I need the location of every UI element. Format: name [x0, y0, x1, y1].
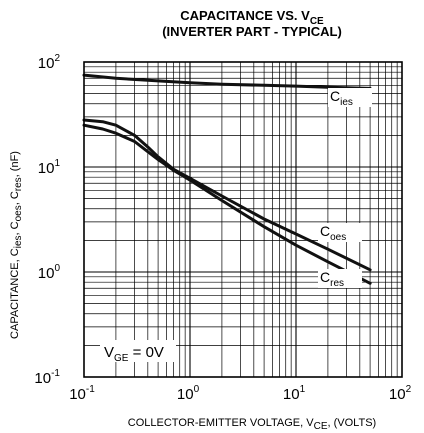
series-label-subscript: res	[330, 278, 344, 289]
annotation-prefix: V	[104, 344, 114, 361]
y-tick-base: 10	[38, 55, 55, 72]
series-label-coes: Coes	[320, 223, 346, 243]
y-tick-base: 10	[38, 265, 55, 282]
annotation-suffix: = 0V	[128, 344, 163, 361]
y-tick-label: 101	[38, 158, 61, 177]
series-line-cies	[82, 73, 372, 90]
y-axis-label-s1: ies	[13, 235, 24, 248]
y-axis-label-p2: , C	[9, 221, 21, 235]
x-axis-label-sub: CE	[314, 421, 328, 432]
y-tick-base: 10	[34, 370, 51, 387]
x-axis-label-suffix: , (VOLTS)	[328, 417, 377, 429]
chart-title-line2: (INVERTER PART - TYPICAL)	[162, 24, 342, 39]
series-label-bg	[318, 269, 362, 288]
y-tick-label: 10-1	[34, 368, 60, 387]
chart-title-line1: CAPACITANCE VS. VCE	[180, 8, 324, 27]
condition-annotation-bg	[100, 340, 176, 362]
series-label-subscript: oes	[330, 232, 346, 243]
x-tick-exponent: -1	[86, 384, 95, 395]
x-axis-label-prefix: COLLECTOR-EMITTER VOLTAGE, V	[128, 417, 314, 429]
x-axis-label: COLLECTOR-EMITTER VOLTAGE, VCE, (VOLTS)	[128, 417, 376, 432]
y-tick-label: 102	[38, 53, 61, 72]
y-tick-exponent: 2	[54, 53, 60, 64]
condition-annotation-text: VGE = 0V	[104, 344, 164, 364]
grid	[84, 62, 402, 377]
x-tick-exponent: 0	[194, 384, 200, 395]
y-axis-label-s2: oes	[13, 205, 24, 221]
x-tick-label: 100	[177, 384, 200, 403]
x-axis-ticks: 10-1 100 101 102	[69, 384, 411, 403]
annotation-sub: GE	[114, 353, 129, 364]
y-tick-label: 100	[38, 263, 61, 282]
series-line-cres	[82, 123, 372, 285]
chart-title-prefix: CAPACITANCE VS. V	[180, 8, 310, 23]
y-tick-exponent: 0	[54, 263, 60, 274]
y-tick-base: 10	[38, 160, 55, 177]
series-label-subscript: ies	[340, 97, 353, 108]
y-axis-label: CAPACITANCE, Cies, Coes, Cres, (nF)	[9, 151, 24, 339]
y-axis-label-p1: CAPACITANCE, C	[9, 248, 21, 339]
plot-frame	[83, 61, 403, 378]
series-lines	[82, 73, 372, 285]
chart-title-subscript: CE	[310, 16, 324, 27]
x-tick-label: 10-1	[69, 384, 95, 403]
series-label-bg	[318, 223, 362, 242]
x-tick-base: 10	[283, 386, 300, 403]
x-tick-base: 10	[177, 386, 194, 403]
series-line-coes	[82, 118, 372, 272]
y-axis-label-p4: , (nF)	[9, 151, 21, 177]
x-tick-label: 102	[389, 384, 412, 403]
x-tick-exponent: 2	[406, 384, 412, 395]
y-axis-label-p3: , C	[9, 191, 21, 205]
series-label-name: C	[320, 269, 330, 285]
y-axis-label-s3: res	[13, 177, 24, 191]
series-label-cies: Cies	[330, 88, 353, 108]
series-label-name: C	[320, 223, 330, 239]
y-tick-exponent: 1	[54, 158, 60, 169]
x-tick-exponent: 1	[300, 384, 306, 395]
series-label-cres: Cres	[320, 269, 344, 289]
x-tick-base: 10	[69, 386, 86, 403]
x-tick-base: 10	[389, 386, 406, 403]
series-label-bg	[328, 88, 372, 107]
series-label-name: C	[330, 88, 340, 104]
x-tick-label: 101	[283, 384, 306, 403]
y-tick-exponent: -1	[51, 368, 60, 379]
condition-annotation: VGE = 0V	[100, 340, 176, 364]
